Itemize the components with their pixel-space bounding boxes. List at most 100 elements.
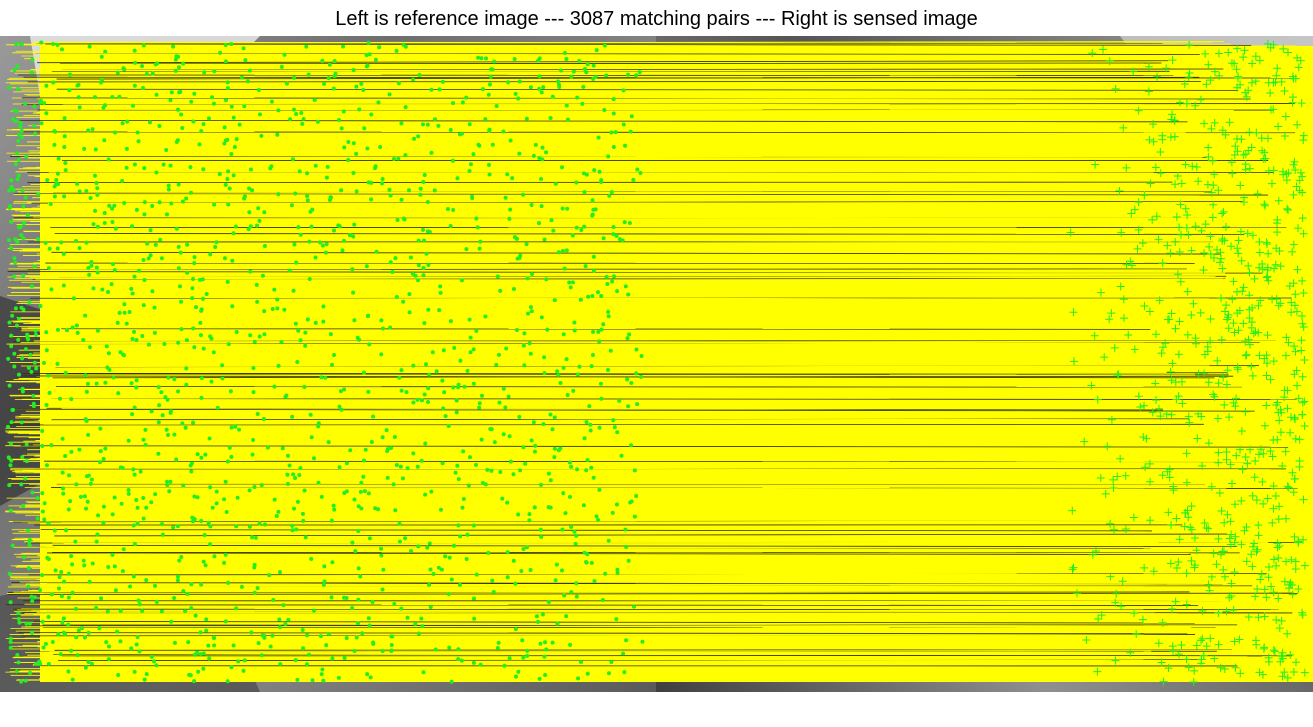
sensed-keypoint (1242, 522, 1251, 531)
reference-keypoint (609, 190, 614, 195)
reference-keypoint (571, 69, 576, 74)
sensed-keypoint (1145, 459, 1154, 468)
match-line (43, 583, 1225, 586)
sensed-keypoint (1200, 519, 1209, 528)
reference-keypoint (225, 86, 230, 91)
sensed-keypoint (1277, 616, 1286, 625)
reference-keypoint (552, 455, 557, 460)
reference-keypoint (543, 673, 548, 678)
sensed-keypoint (1152, 212, 1161, 221)
reference-keypoint (149, 654, 154, 659)
reference-keypoint (329, 595, 334, 600)
match-line (25, 513, 1270, 516)
reference-keypoint (30, 490, 35, 495)
match-line (52, 544, 1238, 548)
sensed-keypoint (1248, 231, 1257, 240)
reference-keypoint (252, 565, 257, 570)
reference-keypoint (348, 448, 353, 453)
reference-keypoint (181, 589, 186, 594)
sensed-keypoint (1197, 412, 1206, 421)
sensed-keypoint (1236, 445, 1245, 454)
reference-keypoint (61, 486, 66, 491)
reference-keypoint (564, 614, 569, 619)
reference-keypoint (16, 337, 21, 342)
sensed-keypoint (1087, 381, 1096, 390)
reference-keypoint (532, 505, 537, 510)
reference-keypoint (149, 409, 154, 414)
reference-keypoint (222, 256, 227, 261)
reference-keypoint (86, 432, 91, 437)
sensed-keypoint (1094, 614, 1103, 623)
reference-keypoint (456, 382, 461, 387)
sensed-keypoint (1194, 369, 1203, 378)
reference-keypoint (189, 469, 194, 474)
reference-keypoint (107, 367, 112, 372)
reference-keypoint (574, 225, 579, 230)
match-line (36, 253, 1251, 256)
reference-keypoint (56, 586, 61, 591)
reference-keypoint (199, 582, 204, 587)
reference-keypoint (112, 564, 117, 569)
sensed-keypoint (1276, 262, 1285, 271)
sensed-keypoint (1220, 307, 1229, 316)
reference-keypoint (46, 661, 51, 666)
reference-keypoint (635, 167, 640, 172)
sensed-keypoint (1287, 308, 1296, 317)
reference-keypoint (342, 656, 347, 661)
sensed-keypoint (1213, 414, 1222, 423)
reference-keypoint (30, 598, 35, 603)
match-line (45, 360, 1232, 363)
match-line (9, 577, 1226, 580)
reference-keypoint (229, 425, 234, 430)
reference-keypoint (186, 640, 191, 645)
sensed-keypoint (1220, 518, 1229, 527)
reference-keypoint (252, 485, 257, 490)
reference-keypoint (20, 188, 25, 193)
match-line (14, 536, 1166, 539)
reference-keypoint (179, 327, 184, 332)
reference-keypoint (518, 468, 523, 473)
reference-keypoint (305, 633, 310, 638)
sensed-keypoint (1264, 78, 1273, 87)
reference-keypoint (483, 482, 488, 487)
sensed-keypoint (1298, 398, 1307, 407)
reference-keypoint (517, 255, 522, 260)
sensed-keypoint (1214, 608, 1223, 617)
reference-keypoint (214, 501, 219, 506)
reference-keypoint (606, 154, 611, 159)
reference-keypoint (323, 375, 328, 380)
reference-keypoint (135, 521, 140, 526)
reference-keypoint (627, 332, 632, 337)
match-line (21, 131, 1296, 134)
match-line (23, 323, 1270, 326)
match-line (41, 73, 1220, 76)
sensed-keypoint (1299, 229, 1308, 238)
reference-keypoint (548, 505, 553, 510)
reference-keypoint (50, 640, 55, 645)
match-line (46, 552, 1191, 555)
match-line (49, 100, 1160, 103)
reference-keypoint (285, 481, 290, 486)
reference-keypoint (84, 240, 89, 245)
sensed-keypoint (1097, 611, 1106, 620)
reference-keypoint (585, 671, 590, 676)
reference-keypoint (278, 662, 283, 667)
reference-keypoint (132, 472, 137, 477)
match-line (36, 611, 1179, 615)
sensed-keypoint (1229, 606, 1238, 615)
match-line (24, 601, 1167, 605)
reference-keypoint (255, 412, 260, 417)
sensed-keypoint (1230, 637, 1239, 646)
reference-keypoint (455, 176, 460, 181)
reference-keypoint (393, 508, 398, 513)
reference-keypoint (11, 188, 16, 193)
sensed-keypoint (1225, 534, 1234, 543)
sensed-keypoint (1237, 256, 1246, 265)
sensed-keypoint (1294, 585, 1303, 594)
reference-keypoint (175, 524, 180, 529)
sensed-keypoint (1281, 112, 1290, 121)
reference-keypoint (351, 234, 356, 239)
reference-keypoint (421, 273, 426, 278)
sensed-keypoint (1218, 264, 1227, 273)
reference-keypoint (344, 461, 349, 466)
